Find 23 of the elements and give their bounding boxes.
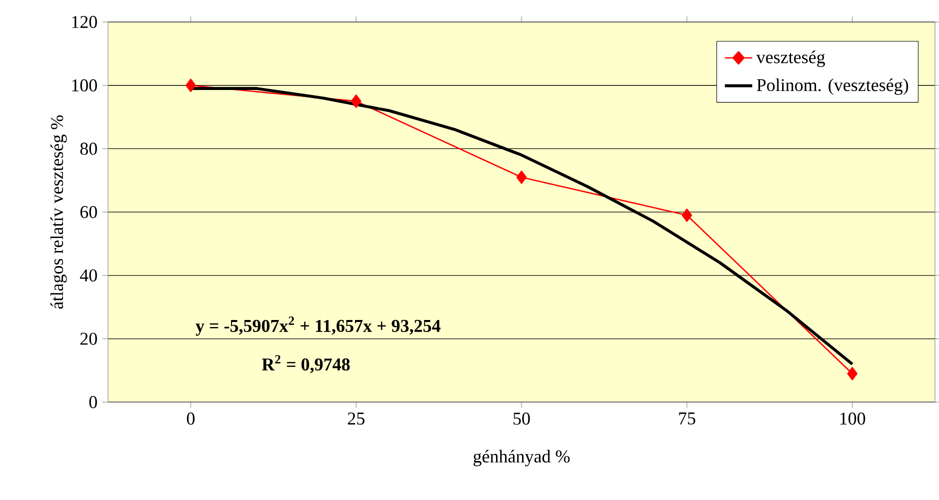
y-tick-label: 120 — [72, 16, 97, 28]
y-axis-title: átlagos relatív veszteség % — [50, 115, 67, 309]
x-axis-title: génhányad % — [474, 450, 570, 466]
x-tick-label: 50 — [514, 412, 530, 425]
y-tick-label: 40 — [80, 269, 97, 282]
point — [516, 170, 527, 184]
x-tick-label: 75 — [679, 412, 696, 424]
point — [350, 94, 362, 108]
x-tick-label: 0 — [186, 412, 195, 425]
x-tick-label: 100 — [840, 412, 866, 425]
y-tick-label: 100 — [72, 79, 97, 92]
x-tick-label: 25 — [348, 412, 364, 425]
y-tick-label: 0 — [89, 396, 97, 408]
legend-label: veszteség — [756, 50, 825, 67]
annotation: y = -5,5907x$^{2}$ + 11,657x + 93,254 — [196, 316, 440, 336]
point — [186, 78, 196, 92]
point — [847, 366, 858, 380]
point — [682, 208, 692, 222]
y-tick-label: 20 — [80, 332, 97, 345]
y-tick-label: 60 — [80, 206, 97, 218]
legend-label: Polinom. (veszteség) — [756, 78, 908, 95]
annotation: R$^{2}$ = 0,9748 — [262, 354, 350, 374]
y-tick-label: 80 — [80, 142, 97, 155]
